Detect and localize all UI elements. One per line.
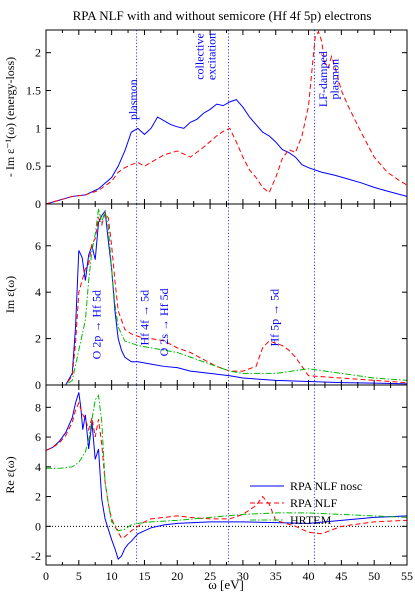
y-axis-label: - Im ε⁻¹(ω) (energy-loss): [3, 57, 17, 177]
y-tick-label: 4: [35, 460, 41, 474]
annotation-label: Hf 4f → 5d: [137, 290, 151, 346]
y-tick-label: 6: [35, 430, 41, 444]
series-line-rpa-nlf-nosc: [46, 209, 407, 385]
x-tick-label: 20: [171, 569, 183, 583]
legend-entry: RPA NLF nosc: [290, 479, 362, 493]
y-tick-label: 0: [35, 378, 41, 392]
panel-1: 0 0.5 1 1.5 2 - Im ε⁻¹(ω) (energy-loss) plasmo…: [3, 29, 408, 211]
x-tick-label: 10: [106, 569, 118, 583]
x-tick-label: 15: [138, 569, 150, 583]
x-tick-label: 5: [76, 569, 82, 583]
y-axis-label: Im ε(ω): [3, 276, 17, 313]
series-line-hrtem: [46, 208, 407, 385]
annotation-label: plasmon: [126, 79, 140, 120]
x-tick-label: 25: [204, 569, 216, 583]
x-tick-label: 45: [335, 569, 347, 583]
annotation-label: plasmon: [328, 59, 342, 100]
series-line-rpa-nlf: [46, 212, 407, 385]
y-tick-label: 6: [35, 239, 41, 253]
annotation-label: O 2p → Hf 5d: [89, 290, 103, 359]
y-tick-label: 0: [35, 519, 41, 533]
annotation-label: collective: [193, 33, 207, 80]
x-tick-label: 0: [43, 569, 49, 583]
x-tick-label: 55: [401, 569, 413, 583]
y-tick-label: 0.5: [26, 159, 41, 173]
annotation-label: excitation: [204, 33, 218, 80]
x-tick-label: 50: [368, 569, 380, 583]
y-tick-label: 2: [35, 332, 41, 346]
panel-2: 0 2 4 6 Im ε(ω) O 2p → Hf 5d Hf 4f → 5d O 2s → …: [3, 203, 408, 392]
y-tick-label: -2: [31, 549, 41, 563]
annotation-label: LF-damped: [316, 51, 330, 107]
y-tick-label: 1: [35, 121, 41, 135]
series-line-rpa-nlf-nosc: [46, 99, 407, 204]
panels: 0 0.5 1 1.5 2 - Im ε⁻¹(ω) (energy-loss) plasmo…: [3, 29, 413, 583]
y-tick-label: 4: [35, 285, 41, 299]
y-tick-label: 8: [35, 400, 41, 414]
series-line-hrtem: [46, 394, 407, 532]
y-tick-label: 1.5: [26, 84, 41, 98]
x-axis-label: ω [eV]: [208, 577, 244, 592]
y-axis-label: Re ε(ω): [3, 456, 17, 493]
y-tick-label: 2: [35, 46, 41, 60]
series-line-rpa-nlf-nosc: [46, 392, 407, 560]
x-tick-label: 35: [270, 569, 282, 583]
y-tick-label: 2: [35, 490, 41, 504]
legend-entry: HRTEM: [290, 513, 332, 527]
x-tick-label: 40: [303, 569, 315, 583]
series-line-rpa-nlf: [46, 30, 407, 204]
figure-title: RPA NLF with and without semicore (Hf 4f…: [73, 8, 372, 23]
annotation-label: Hf 5p → 5d: [267, 289, 281, 347]
annotation-label: O 2s → Hf 5d: [157, 288, 171, 356]
legend-entry: RPA NLF: [290, 496, 338, 510]
plot-frame: [45, 29, 408, 205]
x-tick-label: 30: [237, 569, 249, 583]
series-line-rpa-nlf: [46, 401, 407, 539]
y-tick-label: 0: [35, 197, 41, 211]
